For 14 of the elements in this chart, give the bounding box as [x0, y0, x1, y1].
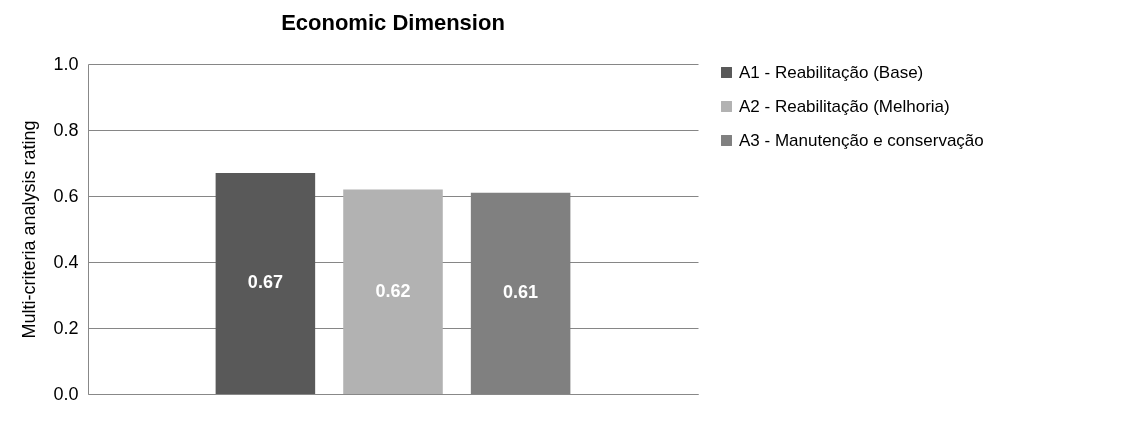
y-axis-title: Multi-criteria analysis rating: [19, 120, 40, 339]
legend-label: A1 - Reabilitação (Base): [739, 62, 924, 82]
y-tick-label: 0.8: [53, 119, 79, 140]
chart-title: Economic Dimension: [281, 10, 505, 35]
data-label: 0.67: [247, 272, 283, 293]
legend-label: A3 - Manutenção e conservação: [739, 130, 984, 150]
legend-label: A2 - Reabilitação (Melhoria): [739, 96, 950, 116]
data-label: 0.61: [503, 282, 539, 303]
y-tick-label: 0.2: [53, 317, 79, 338]
y-tick-label: 0.6: [53, 185, 79, 206]
data-label: 0.62: [375, 280, 411, 301]
y-tick-label: 1.0: [53, 53, 79, 74]
y-tick-label: 0.0: [53, 383, 79, 404]
y-tick-label: 0.4: [53, 251, 79, 272]
